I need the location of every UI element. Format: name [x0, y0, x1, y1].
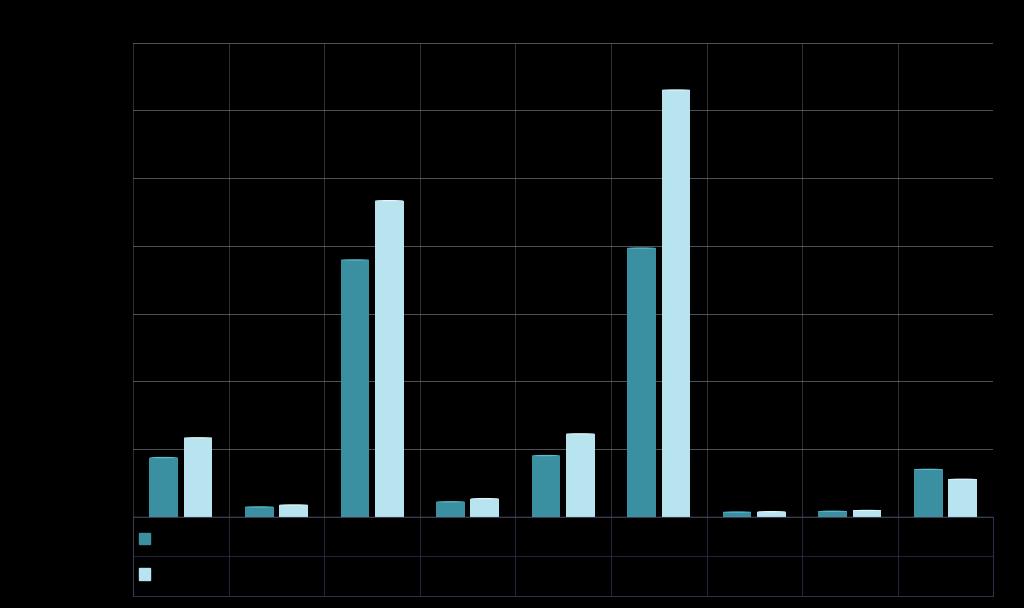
Bar [341, 260, 370, 517]
Bar [280, 505, 308, 517]
Ellipse shape [566, 516, 595, 517]
Ellipse shape [245, 506, 273, 508]
Ellipse shape [280, 516, 308, 517]
Ellipse shape [280, 504, 308, 506]
Ellipse shape [341, 516, 370, 517]
Bar [757, 512, 785, 517]
Ellipse shape [470, 498, 499, 499]
Ellipse shape [150, 516, 178, 517]
Ellipse shape [757, 516, 785, 517]
Bar [566, 434, 595, 517]
Ellipse shape [436, 516, 465, 517]
Ellipse shape [723, 516, 752, 517]
Bar [470, 499, 499, 517]
Ellipse shape [150, 457, 178, 458]
Bar [662, 90, 690, 517]
Ellipse shape [375, 516, 403, 517]
Ellipse shape [948, 478, 977, 480]
Ellipse shape [245, 516, 273, 517]
Bar [139, 568, 151, 580]
Bar [948, 479, 977, 517]
Ellipse shape [183, 437, 212, 438]
Ellipse shape [914, 469, 943, 470]
Bar [914, 469, 943, 517]
Ellipse shape [662, 516, 690, 517]
Bar [139, 533, 151, 545]
Bar [375, 201, 403, 517]
Ellipse shape [818, 511, 847, 512]
Ellipse shape [531, 455, 560, 456]
Ellipse shape [948, 516, 977, 517]
Bar [723, 512, 752, 517]
Ellipse shape [853, 516, 882, 517]
Ellipse shape [757, 511, 785, 513]
Ellipse shape [628, 247, 656, 249]
Ellipse shape [531, 516, 560, 517]
Ellipse shape [183, 516, 212, 517]
Bar [150, 457, 178, 517]
Ellipse shape [566, 433, 595, 435]
Ellipse shape [436, 501, 465, 502]
Ellipse shape [723, 511, 752, 513]
Bar [818, 511, 847, 517]
Bar [436, 502, 465, 517]
Ellipse shape [341, 259, 370, 261]
Ellipse shape [470, 516, 499, 517]
Bar [853, 511, 882, 517]
Bar [628, 248, 656, 517]
Bar [183, 438, 212, 517]
Bar [245, 507, 273, 517]
Ellipse shape [853, 510, 882, 511]
Ellipse shape [818, 516, 847, 517]
Ellipse shape [628, 516, 656, 517]
Ellipse shape [914, 516, 943, 517]
Bar [531, 455, 560, 517]
Ellipse shape [662, 89, 690, 91]
Ellipse shape [375, 200, 403, 201]
